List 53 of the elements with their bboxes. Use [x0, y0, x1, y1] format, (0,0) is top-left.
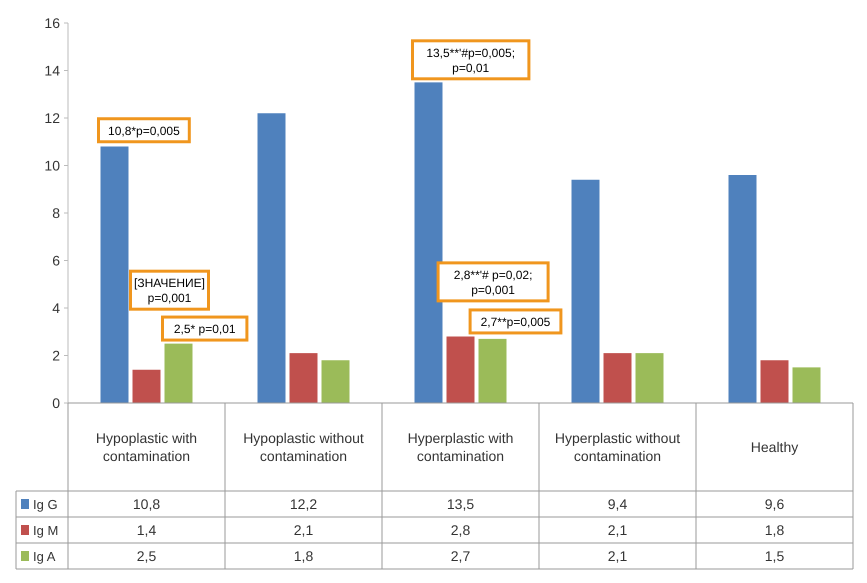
- y-tick-label: 12: [44, 110, 60, 126]
- bar: [322, 360, 350, 403]
- data-label: 2,8: [450, 522, 470, 538]
- x-tick-label: Healthy: [750, 439, 798, 455]
- data-label: 2,1: [608, 522, 628, 538]
- legend-label: Ig A: [33, 549, 56, 564]
- bar: [132, 370, 160, 403]
- bar: [258, 113, 286, 403]
- data-label: 1,5: [764, 548, 784, 564]
- y-tick-label: 2: [52, 348, 60, 364]
- x-tick-label: Hypoplastic without contamination: [243, 430, 364, 464]
- bar: [728, 175, 756, 403]
- data-label: 2,7: [450, 548, 470, 564]
- data-label: 1,4: [136, 522, 156, 538]
- bar: [100, 146, 128, 403]
- bar: [760, 360, 788, 403]
- y-tick-label: 0: [52, 395, 60, 411]
- data-label: 2,1: [294, 522, 314, 538]
- data-label: 10,8: [132, 496, 160, 512]
- x-tick-label: Hypoplastic with contamination: [96, 430, 198, 464]
- data-label: 12,2: [290, 496, 318, 512]
- x-tick-label: Hyperplastic without contamination: [554, 430, 680, 464]
- legend-label: Ig G: [33, 497, 58, 512]
- bar: [164, 344, 192, 403]
- bar: [478, 338, 506, 403]
- annotation: 10,8*p=0,005: [108, 124, 180, 138]
- bar: [446, 336, 474, 403]
- y-tick-label: 6: [52, 252, 60, 268]
- y-tick-label: 16: [44, 15, 60, 31]
- data-label: 1,8: [294, 548, 314, 564]
- bar: [290, 353, 318, 403]
- data-label: 9,6: [764, 496, 784, 512]
- y-tick-label: 10: [44, 158, 60, 174]
- bar: [604, 353, 632, 403]
- data-label: 2,1: [608, 548, 628, 564]
- y-tick-label: 4: [52, 300, 60, 316]
- bar: [414, 82, 442, 403]
- y-tick-label: 8: [52, 205, 60, 221]
- annotation: 13,5**'#p=0,005; p=0,01: [426, 46, 516, 75]
- data-label: 1,8: [764, 522, 784, 538]
- bar: [572, 180, 600, 403]
- annotation: [ЗНАЧЕНИЕ] p=0,001: [134, 276, 205, 306]
- y-tick-label: 14: [44, 62, 60, 78]
- data-label: 13,5: [446, 496, 474, 512]
- data-label: 2,5: [136, 548, 156, 564]
- annotation: 2,5* p=0,01: [174, 322, 236, 336]
- bar: [636, 353, 664, 403]
- data-label: 9,4: [608, 496, 628, 512]
- x-tick-label: Hyperplastic with contamination: [408, 430, 514, 464]
- annotation: 2,8**'# p=0,02; p=0,001: [454, 268, 532, 297]
- legend-label: Ig M: [33, 523, 58, 538]
- annotation: 2,7**p=0,005: [480, 314, 551, 329]
- bar: [792, 367, 820, 403]
